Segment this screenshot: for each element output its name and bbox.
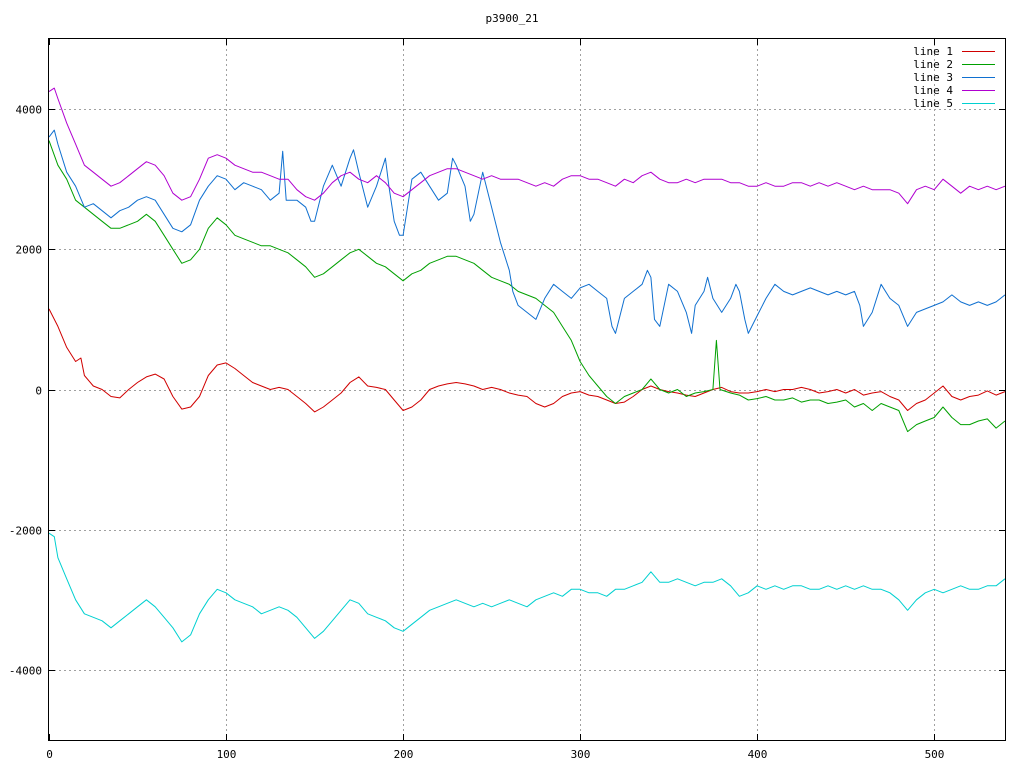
- plot-frame: [48, 38, 1006, 741]
- series-layer: [48, 87, 1006, 643]
- series-line-4: [48, 87, 1006, 205]
- x-tick-label: 0: [46, 748, 53, 761]
- series-line-2: [48, 140, 1006, 433]
- y-tick-label: -2000: [9, 525, 42, 538]
- series-line-5: [48, 532, 1006, 643]
- x-tick-label: 200: [394, 748, 414, 761]
- y-tick-label: 4000: [16, 104, 43, 117]
- chart-title: p3900_21: [486, 12, 539, 25]
- x-tick-label: 100: [217, 748, 237, 761]
- grid: [49, 39, 1005, 740]
- y-tick-label: 0: [35, 385, 42, 398]
- series-line-1: [48, 308, 1006, 413]
- legend-label: line 2: [913, 58, 953, 71]
- legend-label: line 3: [913, 71, 953, 84]
- legend-label: line 1: [913, 45, 953, 58]
- y-tick-label: 2000: [16, 244, 43, 257]
- series-line-3: [48, 129, 1006, 334]
- axis-ticks: 0 100 200 300 400 500 -4000 -2000 0 2000 4000: [9, 39, 1005, 761]
- x-tick-label: 400: [748, 748, 768, 761]
- x-tick-label: 300: [571, 748, 591, 761]
- y-tick-label: -4000: [9, 665, 42, 678]
- legend-label: line 5: [913, 97, 953, 110]
- legend-label: line 4: [913, 84, 953, 97]
- x-tick-label: 500: [925, 748, 945, 761]
